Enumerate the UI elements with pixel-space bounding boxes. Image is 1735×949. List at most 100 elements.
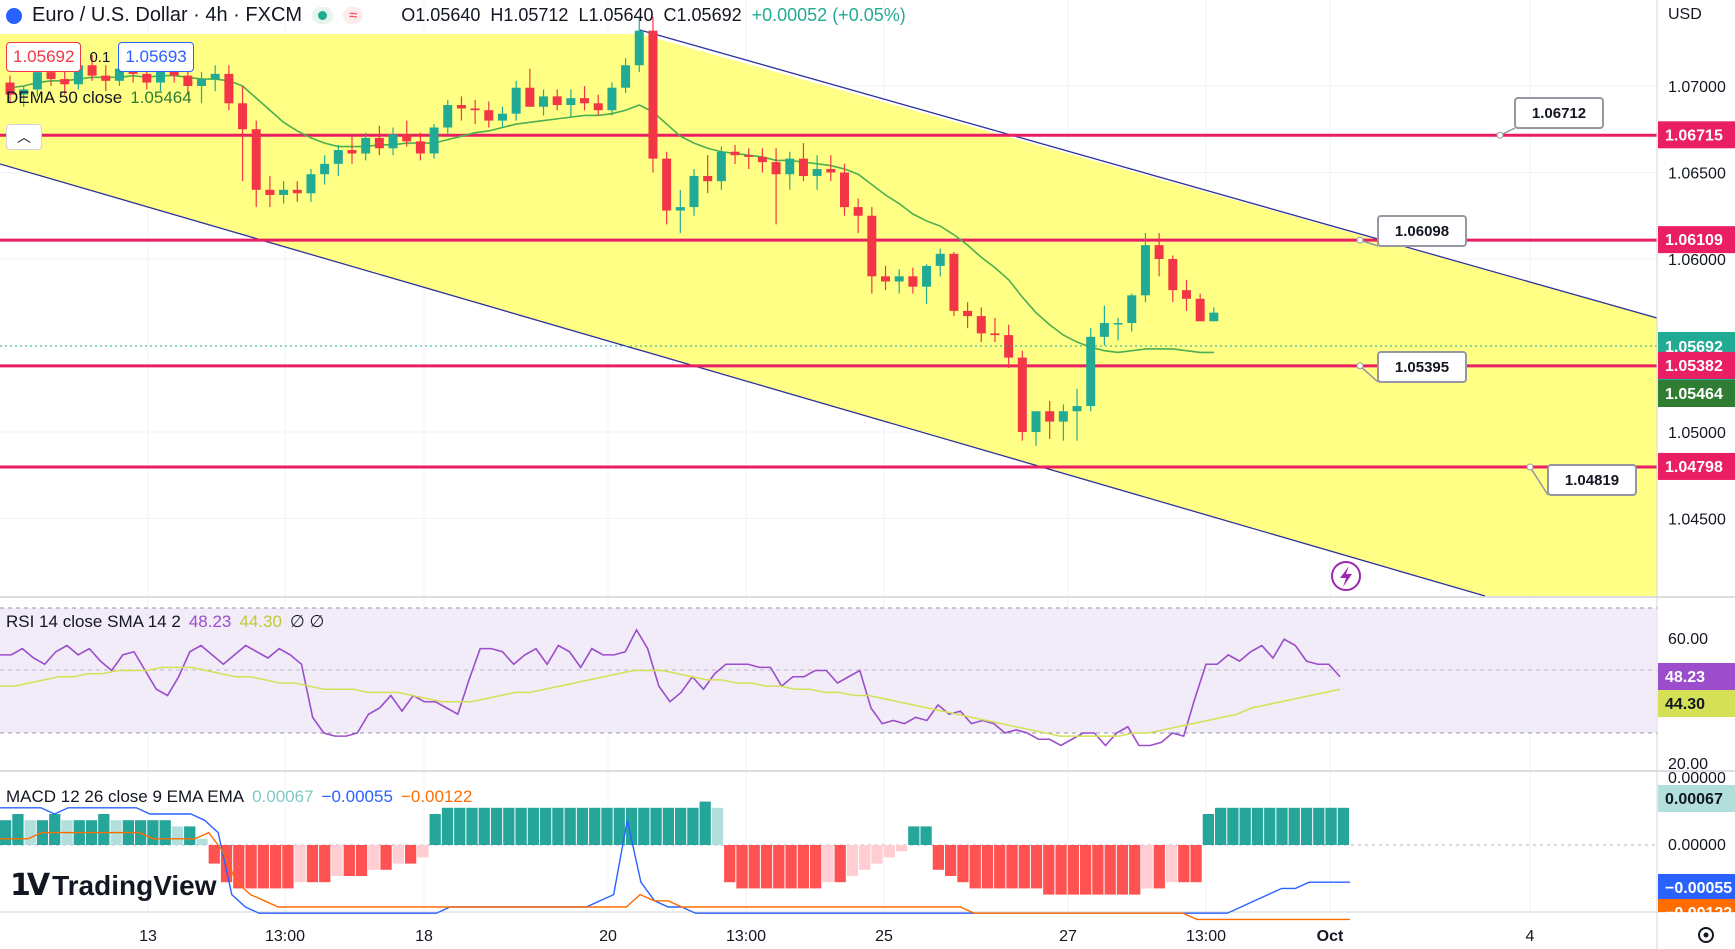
sell-button[interactable]: 1.05692: [6, 42, 82, 72]
macd-histogram-bar: [1288, 807, 1300, 845]
market-status-icon[interactable]: [312, 7, 334, 24]
macd-histogram-bar: [1178, 845, 1190, 883]
candle-body: [539, 96, 549, 107]
macd-histogram-bar: [846, 845, 859, 876]
settings-icon[interactable]: [1698, 927, 1714, 943]
wave-icon[interactable]: ≈: [343, 7, 364, 24]
time-axis[interactable]: 13 13:00 18 20 13:00 25 27 13:00 Oct 4: [139, 928, 1534, 945]
candle-body: [566, 98, 576, 106]
macd-histogram-bar: [883, 845, 895, 858]
ohlc-change: +0.00052 (+0.05%): [751, 5, 906, 25]
macd-legend[interactable]: MACD 12 26 close 9 EMA EMA 0.00067 −0.00…: [6, 787, 472, 807]
chevron-up-icon[interactable]: ︿: [6, 124, 42, 150]
candle-body: [1195, 298, 1205, 322]
macd-histogram-bar: [1264, 807, 1276, 845]
time-tick: 18: [415, 928, 433, 945]
channel-upper-line: [639, 29, 1658, 319]
candle-body: [648, 30, 658, 159]
candle-body: [19, 89, 29, 95]
macd-histogram-bar: [392, 845, 404, 864]
macd-histogram-bar: [920, 826, 932, 845]
candle-body: [1031, 411, 1041, 432]
macd-histogram-bar: [760, 845, 773, 889]
price-tick: 1.06500: [1668, 166, 1726, 183]
collapse-legend[interactable]: ︿: [6, 124, 42, 150]
macd-histogram-bar: [49, 814, 61, 845]
candle-body: [1154, 245, 1164, 259]
buy-button[interactable]: 1.05693: [118, 42, 194, 72]
symbol-title[interactable]: Euro / U.S. Dollar · 4h · FXCM: [32, 4, 303, 26]
macd-histogram-bar: [1006, 845, 1018, 889]
macd-histogram-bar: [601, 807, 613, 845]
macd-histogram-bar: [1153, 845, 1165, 889]
macd-histogram-bar: [270, 845, 282, 889]
candle-body: [744, 155, 754, 157]
macd-axis-tick: 0.00000: [1668, 837, 1726, 854]
tradingview-logo[interactable]: 𝟭𝗩 TradingView: [10, 868, 217, 903]
macd-histogram-bar: [724, 845, 736, 883]
macd-histogram-bar: [1165, 845, 1178, 883]
macd-hist-tag-bg: [1658, 785, 1735, 812]
currency-label[interactable]: USD: [1668, 6, 1702, 23]
callout-box: [1547, 464, 1637, 496]
candle-body: [142, 73, 152, 83]
macd-histogram-bar: [282, 845, 294, 889]
flash-icon[interactable]: [1331, 561, 1361, 591]
candle-body: [101, 75, 111, 81]
candle-body: [1168, 259, 1178, 291]
globe-icon: [6, 7, 22, 24]
macd-histogram-bar: [662, 807, 674, 845]
level-tag-bg: [1658, 351, 1735, 379]
candle-body: [730, 151, 740, 156]
time-tick: 4: [1526, 928, 1535, 945]
candle-body: [1058, 411, 1068, 422]
bid-ask-row: 1.05692 0.1 1.05693: [6, 42, 194, 72]
macd-histogram-bar: [441, 807, 454, 845]
price-tick: 1.04500: [1668, 512, 1726, 529]
macd-histogram-bar: [294, 845, 306, 883]
candle-body: [224, 73, 234, 104]
macd-histogram-bar: [380, 845, 392, 870]
price-tick: 1.06000: [1668, 252, 1726, 269]
dema-legend[interactable]: DEMA 50 close 1.05464: [6, 88, 192, 108]
macd-value: −0.00055: [321, 787, 393, 806]
dema-label: DEMA 50 close: [6, 88, 123, 107]
candle-body: [580, 98, 590, 104]
callout-anchor: [1526, 463, 1534, 471]
macd-histogram-bar: [1104, 845, 1116, 895]
candle-body: [757, 156, 767, 163]
candle-body: [662, 158, 672, 211]
candle-body: [347, 150, 357, 154]
candle-body: [73, 65, 83, 85]
candle-body: [853, 207, 863, 216]
candle-body: [456, 105, 466, 109]
candle-body: [32, 72, 42, 90]
candle-body: [771, 162, 781, 175]
rsi-label: RSI 14 close SMA 14 2: [6, 612, 181, 631]
callout-anchor: [1496, 131, 1504, 139]
macd-histogram-bar: [12, 814, 24, 845]
candle-body: [197, 79, 207, 86]
rsi-legend[interactable]: RSI 14 close SMA 14 2 48.23 44.30 ∅ ∅: [6, 612, 324, 632]
candle-body: [46, 72, 56, 80]
candle-body: [1181, 290, 1191, 299]
time-tick: 25: [875, 928, 893, 945]
macd-histogram-bar: [220, 845, 233, 883]
macd-label: MACD 12 26 close 9 EMA EMA: [6, 787, 245, 806]
macd-histogram-bar: [895, 845, 908, 852]
macd-histogram-bar: [908, 826, 920, 845]
candle-body: [949, 253, 959, 311]
macd-histogram-bar: [1227, 807, 1239, 845]
rsi-band: [0, 608, 1657, 733]
macd-histogram-bar: [490, 807, 503, 845]
candle-body: [963, 310, 973, 317]
callout-box: [1377, 215, 1467, 247]
macd-histogram-bar: [196, 838, 208, 845]
tradingview-wordmark: TradingView: [52, 869, 217, 901]
callout-anchor: [1356, 362, 1364, 370]
candle-body: [511, 87, 521, 114]
macd-histogram-bar: [478, 807, 490, 845]
candle-body: [470, 108, 480, 111]
price-axis[interactable]: 1.07000 1.06500 1.06000 1.05000 1.04500 60.00…: [1668, 79, 1726, 854]
